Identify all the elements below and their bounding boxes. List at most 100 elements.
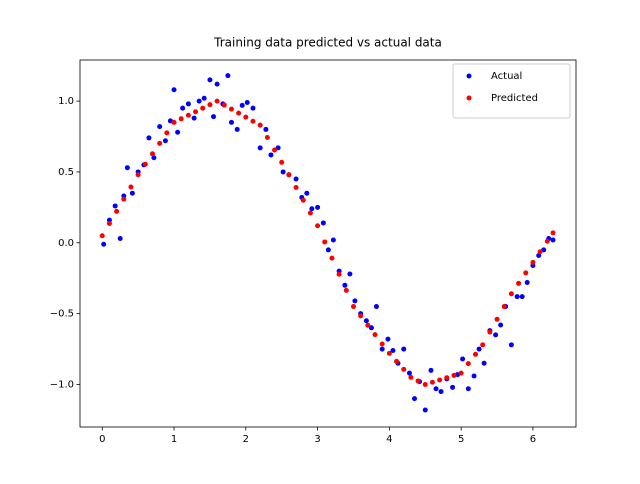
point xyxy=(373,304,379,310)
point xyxy=(336,271,342,277)
point xyxy=(379,341,385,347)
point xyxy=(516,280,522,286)
y-tick-label: −0.5 xyxy=(50,309,74,320)
point xyxy=(451,372,457,378)
point xyxy=(343,287,349,293)
point xyxy=(465,361,471,367)
legend-marker xyxy=(466,73,472,79)
point xyxy=(180,105,186,111)
point xyxy=(236,110,242,116)
point xyxy=(207,77,213,83)
point xyxy=(214,81,220,87)
point xyxy=(428,367,434,373)
point xyxy=(234,126,240,132)
point xyxy=(415,378,421,384)
point xyxy=(524,279,530,285)
point xyxy=(175,129,181,135)
point xyxy=(101,241,107,247)
point xyxy=(471,373,477,379)
point xyxy=(221,102,227,108)
point xyxy=(315,223,321,229)
point xyxy=(178,116,184,122)
point xyxy=(530,259,536,265)
point xyxy=(157,124,163,130)
point xyxy=(315,204,321,210)
x-tick-label: 6 xyxy=(530,434,536,445)
point xyxy=(99,233,105,239)
point xyxy=(401,366,407,372)
point xyxy=(379,346,385,352)
point xyxy=(508,342,514,348)
chart-title: Training data predicted vs actual data xyxy=(213,36,442,50)
point xyxy=(523,270,529,276)
point xyxy=(519,294,525,300)
point xyxy=(433,386,439,392)
point xyxy=(162,138,168,144)
point xyxy=(142,161,148,167)
legend-marker xyxy=(466,95,472,101)
point xyxy=(121,196,127,202)
x-tick-label: 3 xyxy=(314,434,320,445)
point xyxy=(550,237,556,243)
point xyxy=(264,135,270,141)
point xyxy=(307,210,313,216)
point xyxy=(422,407,428,413)
point xyxy=(304,190,310,196)
point xyxy=(438,389,444,395)
point xyxy=(250,118,256,124)
point xyxy=(473,351,479,357)
x-tick-label: 4 xyxy=(386,434,392,445)
point xyxy=(429,379,435,385)
point xyxy=(408,374,414,380)
point xyxy=(243,114,249,120)
point xyxy=(386,350,392,356)
point xyxy=(508,291,514,297)
point xyxy=(465,386,471,392)
point xyxy=(544,238,550,244)
point xyxy=(411,396,417,402)
point xyxy=(185,112,191,118)
point xyxy=(537,249,543,255)
point xyxy=(149,151,155,157)
point xyxy=(372,332,378,338)
point xyxy=(279,159,285,165)
point xyxy=(280,169,286,175)
point xyxy=(129,190,135,196)
point xyxy=(342,282,348,288)
point xyxy=(450,384,456,390)
point xyxy=(437,377,443,383)
x-tick-label: 2 xyxy=(243,434,249,445)
point xyxy=(493,332,499,338)
point xyxy=(135,172,141,178)
point xyxy=(320,220,326,226)
point xyxy=(171,119,177,125)
point xyxy=(322,239,328,245)
x-tick-label: 0 xyxy=(99,434,105,445)
point xyxy=(394,358,400,364)
y-tick-label: 0.5 xyxy=(58,167,74,178)
point xyxy=(406,370,412,376)
point xyxy=(196,98,202,104)
point xyxy=(480,342,486,348)
point xyxy=(272,147,278,153)
point xyxy=(325,247,331,253)
point xyxy=(309,206,315,212)
point xyxy=(481,360,487,366)
point xyxy=(114,208,120,214)
point xyxy=(257,145,263,151)
point xyxy=(228,106,234,112)
point xyxy=(476,346,482,352)
point xyxy=(157,140,163,146)
point xyxy=(112,203,118,209)
legend-label: Actual xyxy=(491,71,522,82)
point xyxy=(550,230,556,236)
point xyxy=(300,197,306,203)
point xyxy=(193,109,199,115)
point xyxy=(352,298,358,304)
point xyxy=(211,114,217,120)
point xyxy=(293,185,299,191)
point xyxy=(146,135,152,141)
point xyxy=(458,370,464,376)
point xyxy=(268,152,274,158)
